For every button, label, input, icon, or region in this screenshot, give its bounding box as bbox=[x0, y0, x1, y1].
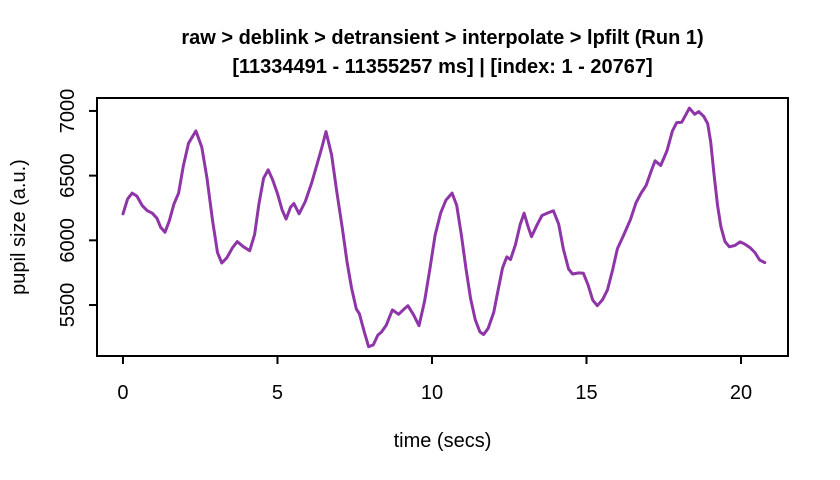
y-tick-label: 6500 bbox=[57, 153, 79, 198]
y-tick-label: 5500 bbox=[57, 283, 79, 328]
x-axis-label: time (secs) bbox=[393, 430, 492, 452]
y-tick-label: 7000 bbox=[57, 89, 79, 133]
y-axis-label: pupil size (a.u.) bbox=[8, 159, 30, 295]
x-tick-label: 5 bbox=[272, 382, 283, 404]
x-tick-label: 20 bbox=[730, 382, 752, 404]
x-tick-label: 10 bbox=[421, 382, 443, 404]
pupil-size-line bbox=[121, 106, 767, 349]
x-tick-label: 0 bbox=[117, 382, 128, 404]
y-tick-label: 6000 bbox=[57, 218, 79, 262]
chart-title-line-2: [11334491 - 11355257 ms] | [index: 1 - 2… bbox=[232, 56, 653, 78]
plot-box bbox=[96, 97, 789, 357]
chart-title-line-1: raw > deblink > detransient > interpolat… bbox=[181, 27, 704, 49]
chart-title: raw > deblink > detransient > interpolat… bbox=[97, 24, 788, 82]
x-tick-label: 15 bbox=[575, 382, 597, 404]
